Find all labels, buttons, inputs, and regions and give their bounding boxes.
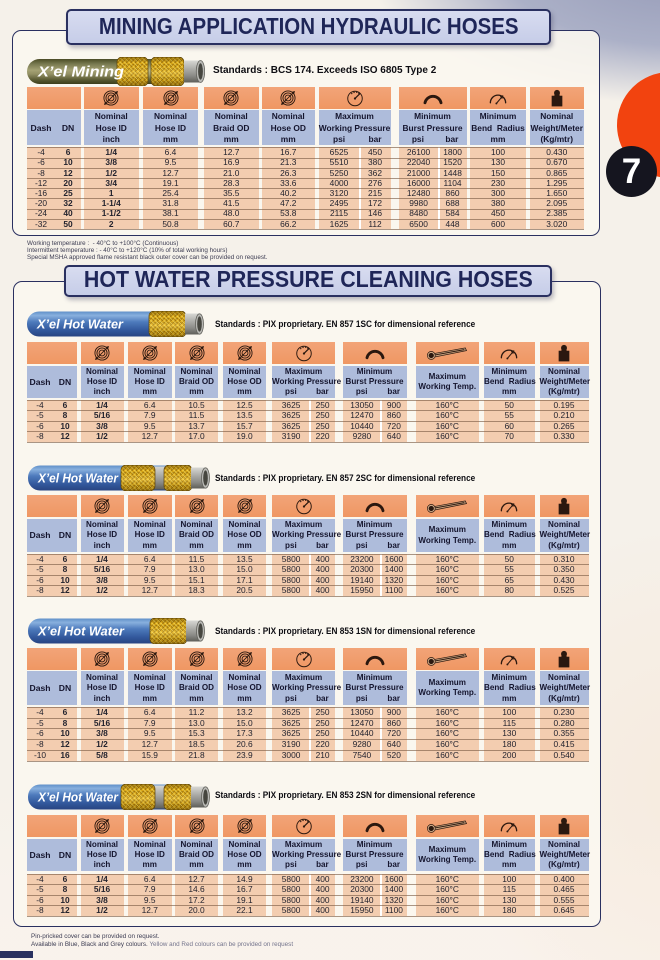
svg-text:X’el Hot Water: X’el Hot Water <box>37 625 125 639</box>
svg-text:X’el Hot Water: X’el Hot Water <box>37 472 119 486</box>
svg-text:X’el Hot Water: X’el Hot Water <box>36 317 124 331</box>
svg-text:X’el Hot Water: X’el Hot Water <box>37 791 119 805</box>
svg-text:X’el Mining: X’el Mining <box>37 65 124 81</box>
